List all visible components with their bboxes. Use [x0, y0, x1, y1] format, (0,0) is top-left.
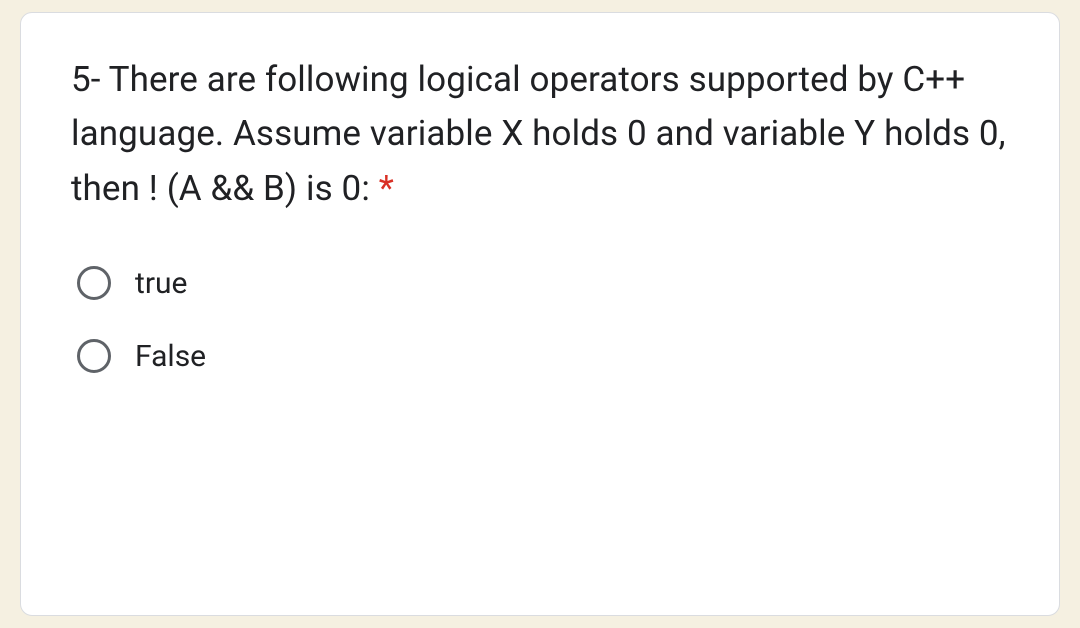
question-content: 5- There are following logical operators…	[71, 59, 1006, 209]
radio-icon	[77, 266, 111, 300]
question-text: 5- There are following logical operators…	[71, 53, 1009, 216]
radio-icon	[77, 339, 111, 373]
option-label: true	[135, 266, 187, 301]
options-group: true False	[71, 266, 1009, 374]
option-false[interactable]: False	[77, 339, 1009, 374]
option-label: False	[135, 339, 206, 374]
required-asterisk: *	[379, 168, 394, 209]
option-true[interactable]: true	[77, 266, 1009, 301]
question-card: 5- There are following logical operators…	[20, 12, 1060, 616]
